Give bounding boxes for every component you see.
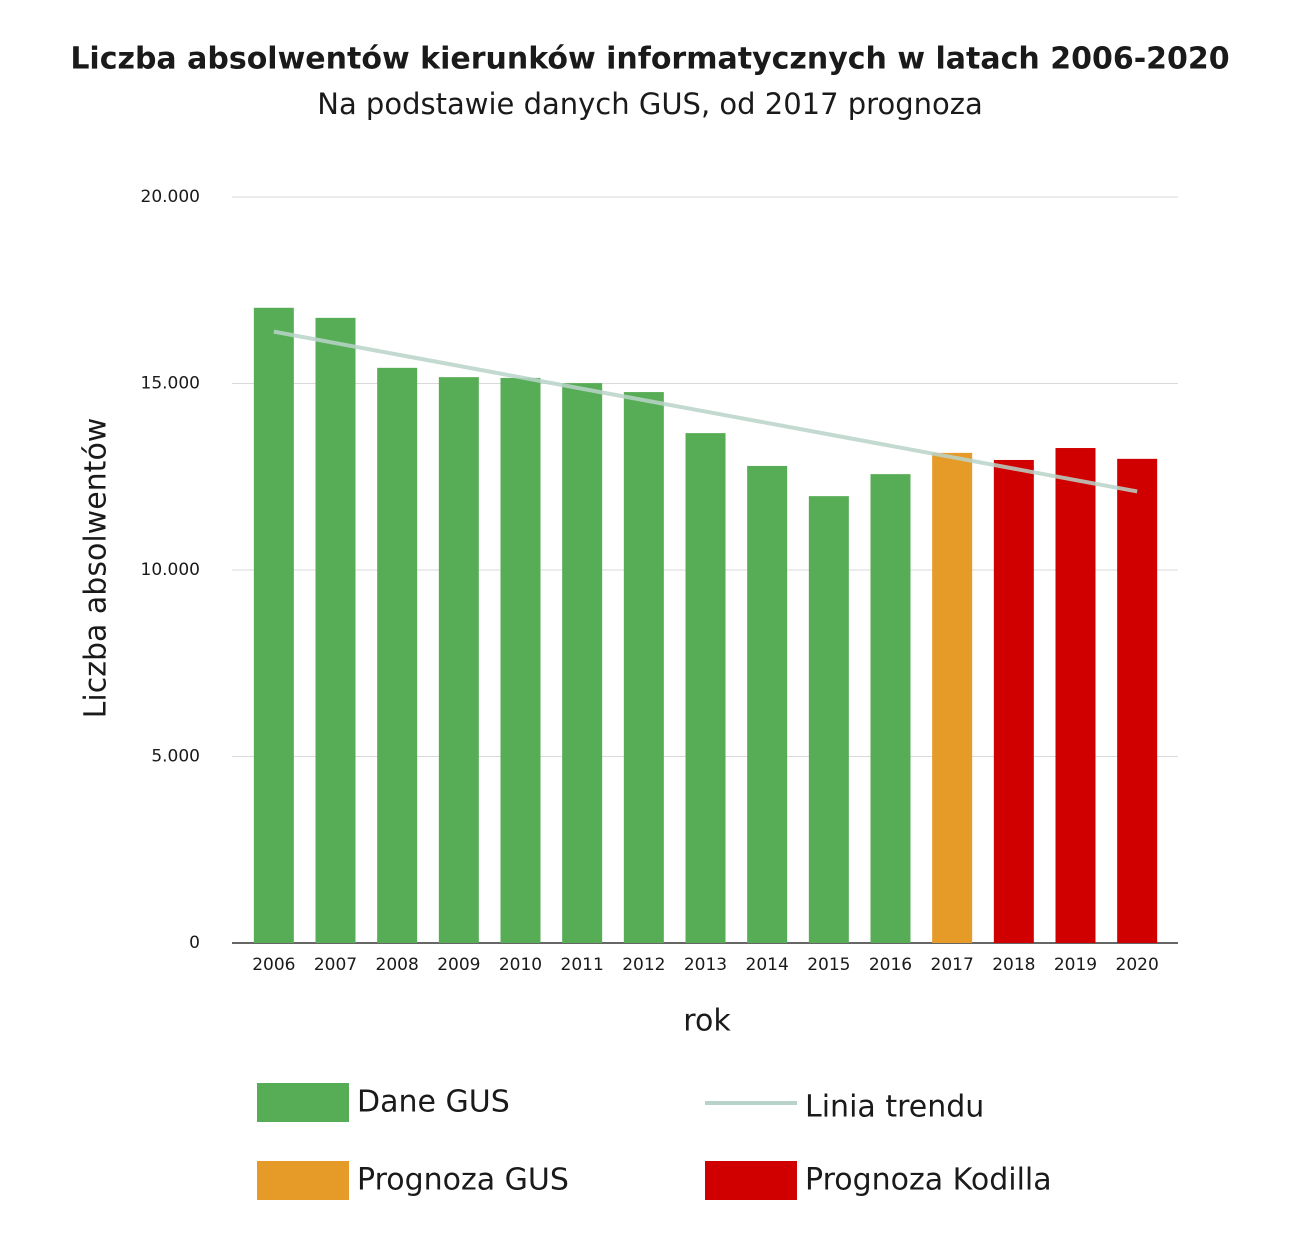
bar xyxy=(870,474,911,943)
legend-label: Prognoza Kodilla xyxy=(805,1163,1052,1198)
x-tick-label: 2015 xyxy=(807,955,850,975)
bar xyxy=(685,433,726,943)
legend-label: Linia trendu xyxy=(805,1090,984,1125)
chart-title: Liczba absolwentów kierunków informatycz… xyxy=(70,42,1229,77)
bar xyxy=(623,392,664,944)
trend-line xyxy=(273,329,1138,494)
bar xyxy=(438,377,479,943)
x-tick-label: 2014 xyxy=(746,955,789,975)
y-tick-label: 15.000 xyxy=(141,374,200,394)
legend-swatch xyxy=(705,1161,797,1200)
bar xyxy=(808,496,849,943)
legend-swatch xyxy=(257,1161,349,1200)
bar xyxy=(932,452,973,943)
chart-subtitle: Na podstawie danych GUS, od 2017 prognoz… xyxy=(317,87,983,121)
bar xyxy=(747,465,788,943)
x-tick-label: 2007 xyxy=(314,955,357,975)
bar xyxy=(377,367,418,944)
x-tick-label: 2016 xyxy=(869,955,912,975)
bar xyxy=(315,317,356,943)
x-tick-label: 2011 xyxy=(561,955,604,975)
bar xyxy=(500,377,541,943)
y-tick-label: 0 xyxy=(189,933,200,953)
legend-swatch xyxy=(257,1083,349,1122)
x-axis-title: rok xyxy=(683,1004,731,1039)
x-tick-label: 2008 xyxy=(376,955,419,975)
y-tick-label: 5.000 xyxy=(151,747,200,767)
x-tick-label: 2010 xyxy=(499,955,542,975)
legend-label: Dane GUS xyxy=(357,1085,510,1120)
bar xyxy=(253,307,294,943)
y-tick-label: 10.000 xyxy=(141,560,200,580)
x-tick-label: 2020 xyxy=(1116,955,1159,975)
y-axis-title: Liczba absolwentów xyxy=(79,418,114,719)
x-tick-label: 2017 xyxy=(931,955,974,975)
x-tick-label: 2012 xyxy=(622,955,665,975)
bar xyxy=(1117,458,1158,943)
legend-label: Prognoza GUS xyxy=(357,1163,569,1198)
x-tick-label: 2019 xyxy=(1054,955,1097,975)
x-tick-label: 2013 xyxy=(684,955,727,975)
y-tick-label: 20.000 xyxy=(141,187,200,207)
bar xyxy=(993,459,1034,943)
x-tick-label: 2009 xyxy=(437,955,480,975)
bar xyxy=(562,383,603,943)
x-tick-label: 2006 xyxy=(252,955,295,975)
x-tick-label: 2018 xyxy=(992,955,1035,975)
bar xyxy=(1055,448,1096,943)
